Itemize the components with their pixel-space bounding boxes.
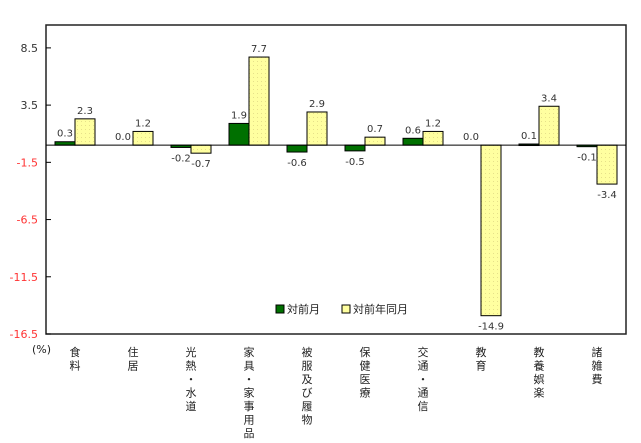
value-label-monthly: -0.2 <box>171 153 191 164</box>
value-label-yearly: 3.4 <box>541 93 557 104</box>
y-tick-label: -1.5 <box>17 156 38 169</box>
category-label: 教養娯楽 <box>534 346 545 400</box>
plot-area <box>45 24 627 335</box>
plot-frame <box>45 24 627 335</box>
legend-label-yearly: 対前年同月 <box>353 302 408 316</box>
value-label-yearly: 7.7 <box>251 44 267 55</box>
value-label-yearly: 2.9 <box>309 99 325 110</box>
category-labels: 食料 住居 光熱・水道 家具・家事用品 被服及び履物 保健医療 交通・通信 教育 教養娯楽 諸雑費 <box>70 345 603 440</box>
bar-yearly <box>74 118 96 146</box>
value-label-yearly: -14.9 <box>478 322 504 333</box>
bar-yearly <box>132 130 154 146</box>
category-label: 被服及び履物 <box>302 346 313 427</box>
unit-label: (%) <box>32 343 51 356</box>
bar-monthly <box>286 144 308 153</box>
category-label: 光熱・水道 <box>186 345 197 413</box>
value-labels: 0.3 2.3 0.0 1.2 -0.2-0.7 1.9 7.7 -0.6 2.9 -0.5 0.7… <box>57 44 617 333</box>
y-tick-label: -16.5 <box>10 328 38 341</box>
bars <box>46 56 626 317</box>
value-label-yearly: 0.7 <box>367 124 383 135</box>
value-label-yearly: 1.2 <box>135 118 151 129</box>
category-label: 保健医療 <box>360 345 371 400</box>
value-label-yearly: -0.7 <box>191 159 211 170</box>
bar-monthly <box>54 141 76 146</box>
y-tick-label: 3.5 <box>21 99 39 112</box>
category-label: 交通・通信 <box>418 345 429 413</box>
value-label-monthly: 0.0 <box>463 132 479 143</box>
value-label-monthly: -0.6 <box>287 158 307 169</box>
category-label: 教育 <box>476 346 487 373</box>
bar-yearly <box>596 144 618 185</box>
legend-swatch-monthly <box>275 304 285 314</box>
value-label-monthly: 0.6 <box>405 125 421 136</box>
bar-yearly <box>364 136 386 146</box>
category-label: 諸雑費 <box>592 345 603 386</box>
value-label-yearly: 1.2 <box>425 118 441 129</box>
bar-yearly <box>190 144 212 154</box>
value-label-yearly: 2.3 <box>77 106 93 117</box>
legend-label-monthly: 対前月 <box>287 302 320 316</box>
y-tick-label: -6.5 <box>17 214 38 227</box>
bar-yearly <box>422 130 444 146</box>
bar-yearly <box>538 105 560 146</box>
bar-yearly <box>248 56 270 146</box>
value-label-monthly: 0.3 <box>57 129 73 140</box>
value-label-yearly: -3.4 <box>597 190 617 201</box>
bar-yearly <box>306 111 328 146</box>
bar-monthly <box>344 144 366 152</box>
y-axis: 8.5 3.5 -1.5 -6.5 -11.5 -16.5 <box>10 42 51 341</box>
bar-yearly <box>480 144 502 317</box>
y-tick-label: 8.5 <box>21 42 39 55</box>
value-label-monthly: -0.5 <box>345 157 365 168</box>
value-label-monthly: 0.1 <box>521 131 537 142</box>
value-label-monthly: 1.9 <box>231 110 247 121</box>
bar-monthly <box>228 122 250 146</box>
category-label: 家具・家事用品 <box>244 345 255 440</box>
category-label: 住居 <box>128 345 139 373</box>
value-label-monthly: 0.0 <box>115 132 131 143</box>
bar-monthly <box>402 137 424 146</box>
category-label: 食料 <box>70 345 81 373</box>
y-tick-label: -11.5 <box>10 271 38 284</box>
legend-swatch-yearly <box>341 304 351 314</box>
legend: 対前月 対前年同月 <box>275 302 408 316</box>
value-label-monthly: -0.1 <box>577 152 597 163</box>
